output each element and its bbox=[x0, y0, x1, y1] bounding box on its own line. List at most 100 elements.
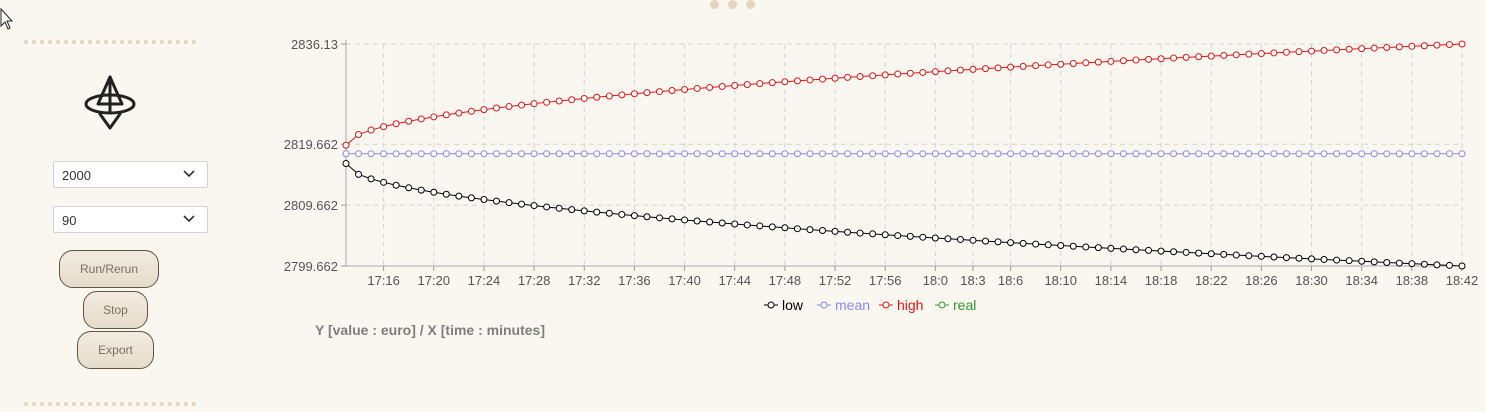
data-point-low bbox=[1057, 242, 1065, 250]
data-point-high bbox=[342, 141, 350, 149]
data-point-high bbox=[1345, 45, 1353, 53]
data-point-low bbox=[1082, 243, 1090, 251]
export-button[interactable]: Export bbox=[77, 331, 154, 369]
data-point-mean bbox=[1019, 150, 1027, 158]
data-point-low bbox=[505, 199, 513, 207]
data-point-low bbox=[681, 216, 689, 224]
stop-button[interactable]: Stop bbox=[83, 291, 148, 329]
x-tick-label: 18:6 bbox=[998, 273, 1023, 288]
data-point-low bbox=[1282, 254, 1290, 262]
data-point-low bbox=[630, 212, 638, 220]
data-point-high bbox=[1182, 53, 1190, 61]
data-point-mean bbox=[492, 150, 500, 158]
data-point-high bbox=[793, 77, 801, 85]
data-point-high bbox=[1107, 57, 1115, 65]
legend-label-mean[interactable]: mean bbox=[835, 297, 870, 313]
data-point-mean bbox=[906, 150, 914, 158]
data-point-mean bbox=[1220, 150, 1228, 158]
data-point-low bbox=[969, 236, 977, 244]
data-point-mean bbox=[1044, 150, 1052, 158]
data-point-mean bbox=[1145, 150, 1153, 158]
data-point-mean bbox=[831, 150, 839, 158]
data-point-low bbox=[1370, 258, 1378, 266]
data-point-high bbox=[643, 89, 651, 97]
data-point-mean bbox=[731, 150, 739, 158]
data-point-mean bbox=[944, 150, 952, 158]
data-point-high bbox=[1007, 63, 1015, 71]
x-tick-label: 17:16 bbox=[367, 273, 400, 288]
data-point-high bbox=[982, 65, 990, 73]
data-point-high bbox=[505, 103, 513, 111]
data-point-high bbox=[1408, 42, 1416, 50]
legend-label-high[interactable]: high bbox=[897, 297, 923, 313]
x-tick-label: 17:36 bbox=[618, 273, 651, 288]
data-point-low bbox=[894, 232, 902, 240]
data-point-high bbox=[1333, 46, 1341, 54]
data-point-high bbox=[906, 69, 914, 77]
x-tick-label: 17:20 bbox=[418, 273, 451, 288]
data-point-low bbox=[1345, 257, 1353, 265]
axis-caption: Y [value : euro] / X [time : minutes] bbox=[315, 322, 546, 338]
app-logo-icon bbox=[84, 75, 136, 130]
data-point-high bbox=[1082, 59, 1090, 67]
data-point-mean bbox=[718, 150, 726, 158]
data-point-mean bbox=[1057, 150, 1065, 158]
data-point-mean bbox=[1333, 150, 1341, 158]
data-point-low bbox=[367, 175, 375, 183]
data-point-low bbox=[1445, 261, 1453, 269]
data-point-low bbox=[944, 235, 952, 243]
data-point-low bbox=[1270, 253, 1278, 261]
x-tick-label: 18:10 bbox=[1044, 273, 1077, 288]
data-point-low bbox=[1358, 257, 1366, 265]
x-tick-label: 18:18 bbox=[1145, 273, 1178, 288]
data-point-mean bbox=[342, 150, 350, 158]
x-tick-label: 17:44 bbox=[718, 273, 751, 288]
x-tick-label: 17:32 bbox=[568, 273, 601, 288]
series-line-high bbox=[345, 43, 1463, 146]
data-point-low bbox=[430, 188, 438, 196]
data-point-mean bbox=[555, 150, 563, 158]
legend-label-real[interactable]: real bbox=[953, 297, 976, 313]
data-point-mean bbox=[1383, 150, 1391, 158]
data-point-high bbox=[844, 73, 852, 81]
chevron-down-icon bbox=[183, 170, 195, 178]
drag-handle-dots[interactable] bbox=[710, 0, 755, 9]
data-point-mean bbox=[1007, 150, 1015, 158]
x-tick-label: 18:22 bbox=[1195, 273, 1228, 288]
data-point-high bbox=[1032, 62, 1040, 70]
data-point-low bbox=[1182, 248, 1190, 256]
data-point-low bbox=[1145, 246, 1153, 254]
data-point-mean bbox=[367, 150, 375, 158]
data-point-low bbox=[931, 234, 939, 242]
data-point-low bbox=[1232, 251, 1240, 259]
x-tick-label: 18:38 bbox=[1396, 273, 1429, 288]
x-tick-label: 18:3 bbox=[960, 273, 985, 288]
data-point-mean bbox=[1207, 150, 1215, 158]
data-point-high bbox=[1295, 48, 1303, 56]
run-rerun-button[interactable]: Run/Rerun bbox=[59, 250, 159, 288]
data-point-high bbox=[530, 100, 538, 108]
legend-marker-high bbox=[882, 301, 890, 309]
data-point-high bbox=[693, 84, 701, 92]
data-point-low bbox=[1132, 246, 1140, 254]
select-iterations[interactable]: 2000 bbox=[53, 161, 208, 188]
data-point-high bbox=[806, 76, 814, 84]
data-point-mean bbox=[618, 150, 626, 158]
data-point-low bbox=[1007, 239, 1015, 247]
data-point-high bbox=[1057, 60, 1065, 68]
chevron-down-icon bbox=[183, 215, 195, 223]
data-point-mean bbox=[1107, 150, 1115, 158]
data-point-mean bbox=[380, 150, 388, 158]
data-point-low bbox=[380, 178, 388, 186]
data-point-low bbox=[593, 208, 601, 216]
data-point-high bbox=[405, 117, 413, 125]
data-point-high bbox=[756, 80, 764, 88]
select-horizon[interactable]: 90 bbox=[53, 206, 208, 233]
data-point-mean bbox=[518, 150, 526, 158]
data-point-high bbox=[1019, 62, 1027, 70]
legend-label-low[interactable]: low bbox=[782, 297, 804, 313]
data-point-high bbox=[380, 123, 388, 131]
legend-marker-mean bbox=[820, 301, 828, 309]
data-point-low bbox=[655, 214, 663, 222]
data-point-low bbox=[806, 226, 814, 234]
